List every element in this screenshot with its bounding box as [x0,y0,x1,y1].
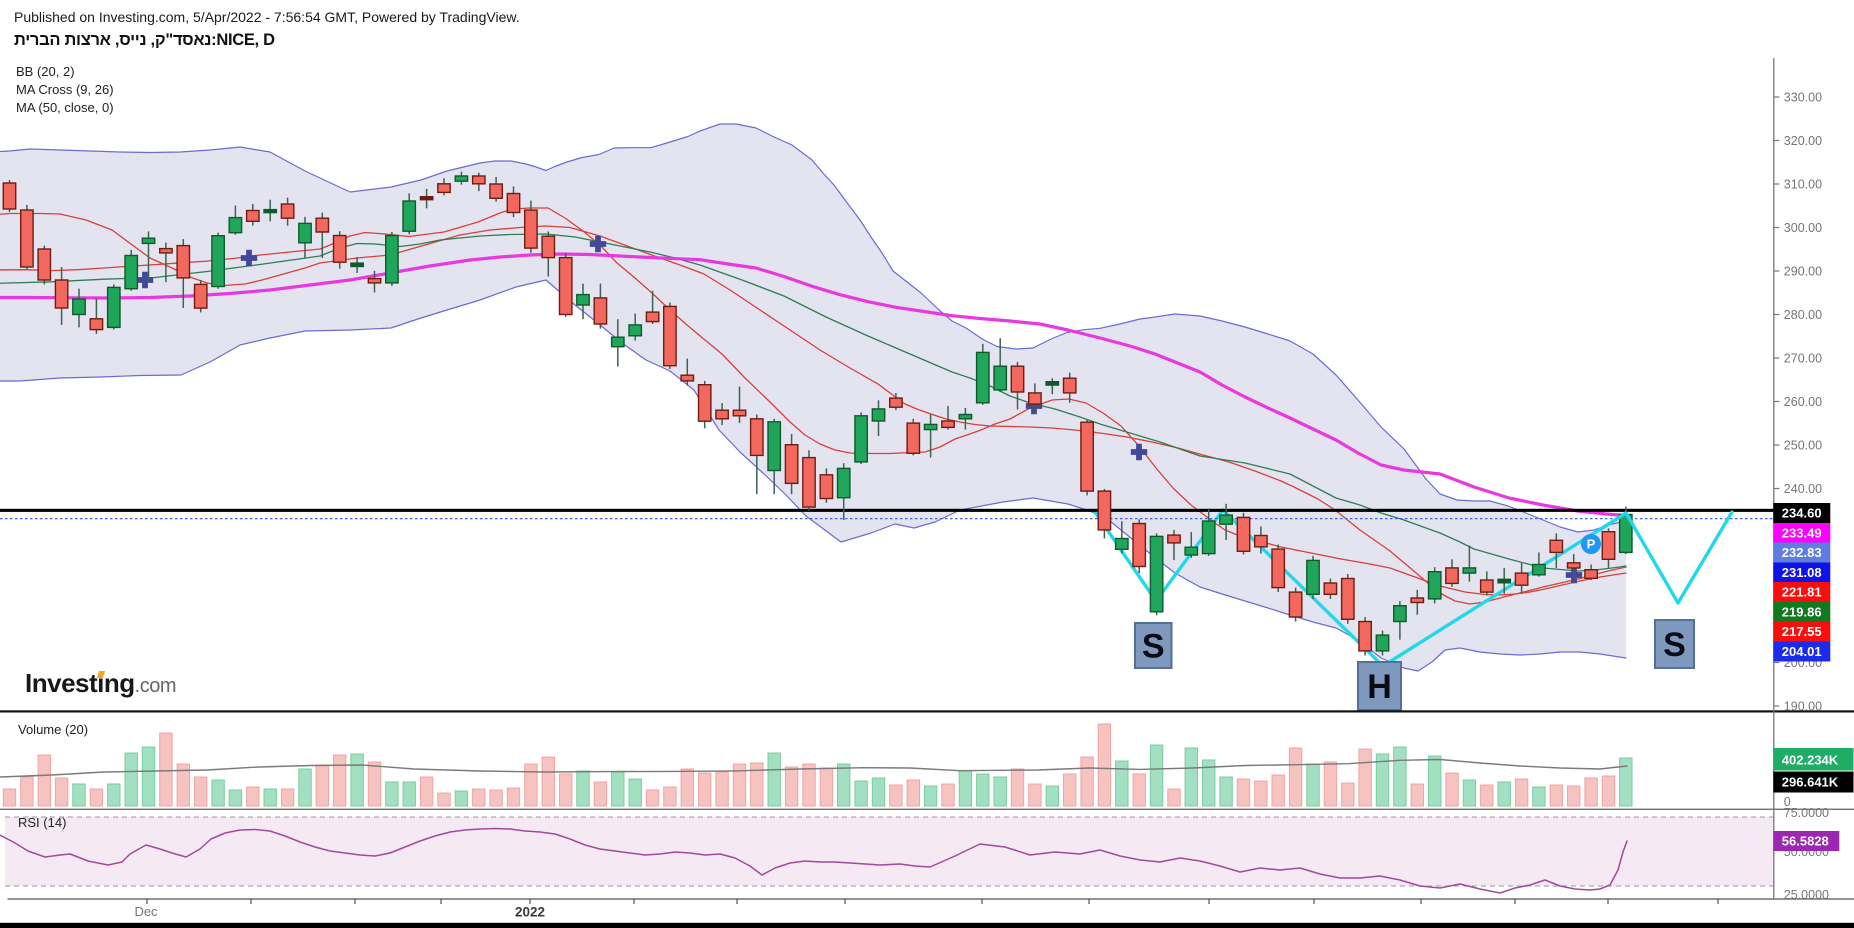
svg-text:204.01: 204.01 [1782,644,1822,659]
svg-text:S: S [1663,626,1686,664]
svg-text:320.00: 320.00 [1784,134,1822,148]
svg-text:221.81: 221.81 [1782,585,1822,600]
svg-text:300.00: 300.00 [1784,221,1822,235]
svg-text:H: H [1367,668,1392,706]
svg-text:231.08: 231.08 [1782,565,1822,580]
svg-text:280.00: 280.00 [1784,308,1822,322]
svg-text:250.00: 250.00 [1784,439,1822,453]
svg-text:190.00: 190.00 [1784,700,1822,714]
svg-text:233.49: 233.49 [1782,526,1822,541]
svg-text:75.0000: 75.0000 [1784,806,1829,820]
svg-text:296.641K: 296.641K [1782,775,1839,790]
svg-text:0: 0 [1784,795,1791,809]
svg-text:219.86: 219.86 [1782,605,1822,620]
svg-text:25.0000: 25.0000 [1784,888,1829,902]
svg-text:S: S [1142,628,1165,666]
svg-text:232.83: 232.83 [1782,545,1822,560]
svg-text:217.55: 217.55 [1782,624,1822,639]
svg-text:270.00: 270.00 [1784,352,1822,366]
svg-text:290.00: 290.00 [1784,265,1822,279]
svg-text:2022: 2022 [515,905,545,920]
svg-text:56.5828: 56.5828 [1782,834,1829,849]
svg-text:260.00: 260.00 [1784,395,1822,409]
svg-text:330.00: 330.00 [1784,91,1822,105]
svg-text:234.60: 234.60 [1782,506,1822,521]
svg-text:P: P [1587,537,1596,552]
svg-text:240.00: 240.00 [1784,482,1822,496]
svg-text:Dec: Dec [134,904,158,919]
svg-text:402.234K: 402.234K [1782,753,1839,768]
svg-text:310.00: 310.00 [1784,178,1822,192]
